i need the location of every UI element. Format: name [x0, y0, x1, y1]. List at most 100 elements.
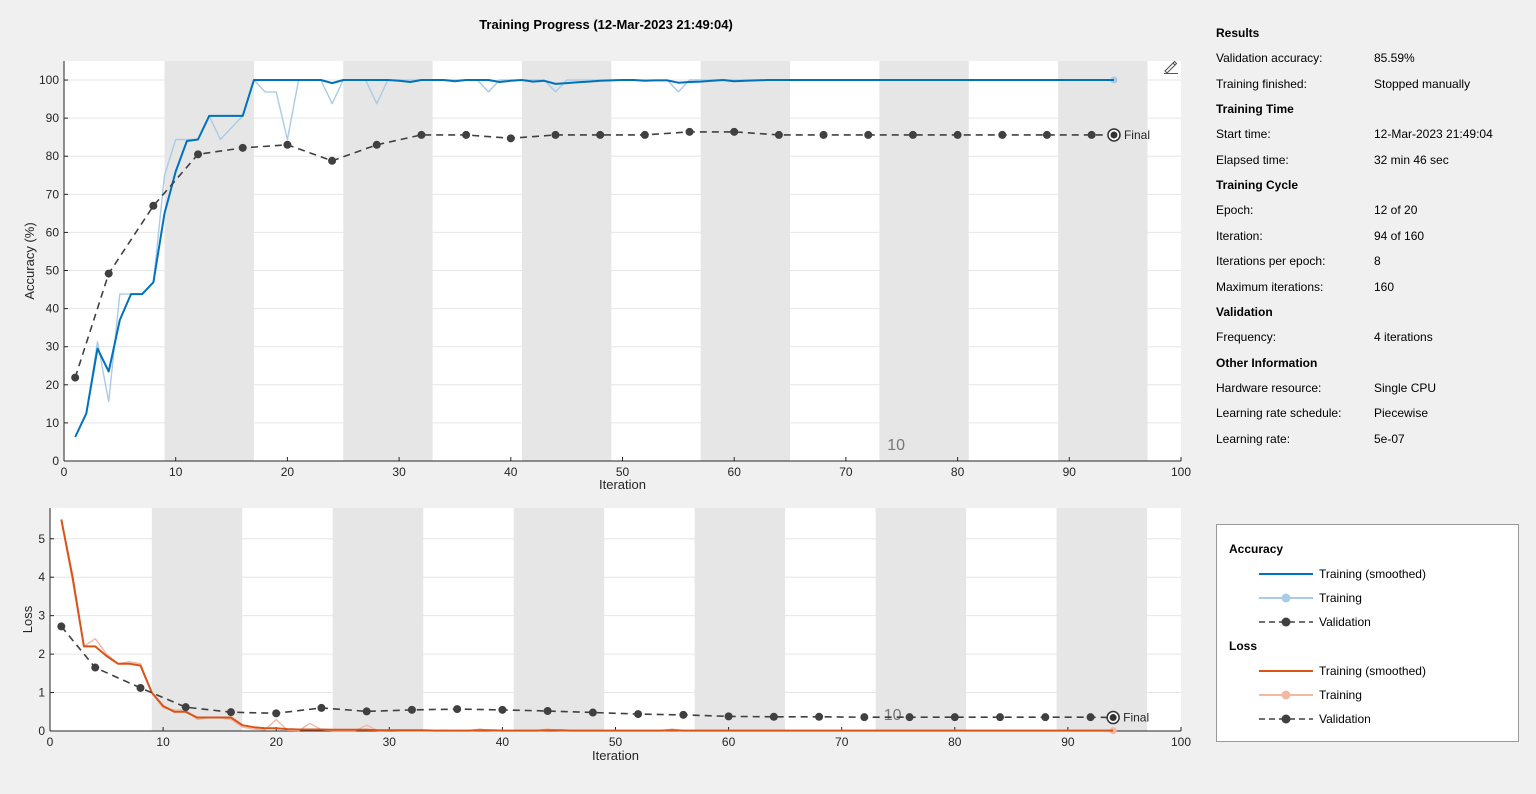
legend-item: Training (smoothed): [1257, 663, 1517, 679]
panel-row-value: 94 of 160: [1374, 228, 1425, 243]
y-tick-label: 3: [38, 609, 45, 623]
panel-row-label: Maximum iterations:: [1216, 279, 1324, 294]
panel-row-value: 12 of 20: [1374, 203, 1418, 217]
panel-row: Frequency: 4 iterations: [1216, 328, 1526, 354]
epoch-shade: [332, 508, 424, 731]
panel-row-value: Piecewise: [1374, 406, 1429, 420]
panel-section-title: Results: [1216, 26, 1260, 40]
panel-row-label: Elapsed time:: [1216, 152, 1289, 167]
validation-point: [226, 708, 235, 717]
panel-row: Epoch: 12 of 20: [1216, 201, 1526, 227]
series-line-smoothed: [60, 519, 1114, 732]
validation-point: [950, 713, 959, 722]
validation-point: [453, 705, 462, 714]
validation-point: [905, 713, 914, 722]
x-tick-label: 0: [61, 465, 68, 479]
legend-item: Training: [1257, 687, 1517, 703]
legend-label: Training: [1319, 591, 1362, 605]
panel-row: Learning rate schedule: Piecewise: [1216, 404, 1526, 430]
panel-row-label: Training finished:: [1216, 76, 1307, 91]
validation-point: [328, 156, 337, 165]
panel-row-label: Learning rate schedule:: [1216, 406, 1342, 420]
validation-point: [596, 130, 605, 139]
epoch-shade: [164, 61, 254, 461]
x-tick-label: 90: [1061, 735, 1075, 749]
x-tick-label: 100: [1171, 465, 1191, 479]
x-tick-label: 90: [1063, 465, 1077, 479]
panel-row: Training finished: Stopped manually: [1216, 75, 1526, 101]
axes-edit-icon[interactable]: [1162, 59, 1180, 75]
panel-row: Start time: 12-Mar-2023 21:49:04: [1216, 125, 1526, 151]
epoch-shade: [513, 508, 605, 731]
panel-row-value: 12-Mar-2023 21:49:04: [1374, 127, 1493, 141]
legend-swatch: [1259, 573, 1313, 575]
figure-title: Training Progress (12-Mar-2023 21:49:04): [479, 17, 733, 32]
panel-row-value: 5e-07: [1374, 431, 1405, 446]
legend-item: Training: [1257, 590, 1517, 606]
panel-row: Validation accuracy: 85.59%: [1216, 49, 1526, 75]
panel-section-title: Training Cycle: [1216, 178, 1299, 192]
panel-row-value: 160: [1374, 279, 1395, 294]
y-tick-label: 100: [39, 73, 59, 87]
x-tick-label: 10: [169, 465, 183, 479]
x-tick-label: 70: [835, 735, 849, 749]
panel-section-title: Training Time: [1216, 102, 1294, 116]
epoch-shade: [521, 61, 612, 461]
results-panel: Results Validation accuracy: 85.59% Trainin…: [1216, 24, 1526, 455]
x-tick-label: 80: [951, 465, 965, 479]
validation-point: [819, 130, 828, 139]
x-tick-label: 50: [609, 735, 623, 749]
legend-label: Training: [1319, 688, 1362, 702]
validation-point: [498, 705, 507, 714]
validation-point: [543, 707, 552, 716]
y-tick-label: 60: [46, 225, 60, 239]
training-last-point: [1109, 727, 1117, 735]
validation-point: [588, 708, 597, 717]
epoch-label: 10: [887, 437, 905, 454]
validation-point: [1042, 130, 1051, 139]
accuracy-plot: 0 10 20 30 40 50 60 70 80 90 100 0 10 20 30 40 50 60 70 80 9…: [22, 61, 1191, 492]
validation-point: [149, 201, 158, 210]
validation-point: [283, 140, 292, 149]
validation-point: [769, 712, 778, 721]
y-axis-label: Loss: [20, 605, 35, 633]
x-tick-label: 80: [948, 735, 962, 749]
validation-point: [864, 130, 873, 139]
panel-row: Learning rate: 5e-07: [1216, 430, 1526, 456]
legend-item: Validation: [1257, 711, 1517, 727]
validation-point: [551, 130, 560, 139]
panel-row-value: Stopped manually: [1374, 76, 1471, 91]
panel-row-label: Validation accuracy:: [1216, 51, 1323, 65]
epoch-shade: [700, 61, 791, 461]
panel-section-title: Validation: [1216, 305, 1273, 319]
legend: Accuracy Training (smoothed) Training Valid…: [1216, 524, 1519, 742]
epoch-shade: [1058, 61, 1148, 461]
y-tick-label: 30: [46, 340, 60, 354]
x-tick-label: 70: [839, 465, 853, 479]
y-tick-label: 1: [38, 686, 45, 700]
legend-group-title: Loss: [1229, 639, 1258, 653]
validation-point: [238, 143, 247, 152]
legend-swatch: [1259, 593, 1313, 603]
legend-group-title: Accuracy: [1229, 542, 1284, 556]
final-label: Final: [1124, 128, 1150, 142]
final-marker-dot: [1110, 131, 1118, 139]
x-tick-label: 30: [392, 465, 406, 479]
epoch-shade: [343, 61, 433, 461]
validation-point: [908, 130, 917, 139]
x-axis-label: Iteration: [599, 477, 646, 492]
y-tick-label: 50: [46, 264, 60, 278]
y-tick-label: 0: [38, 724, 45, 738]
y-axis-label: Accuracy (%): [22, 222, 37, 299]
panel-row-value: 4 iterations: [1374, 330, 1433, 344]
panel-row: Maximum iterations: 160: [1216, 278, 1526, 304]
legend-swatch: [1259, 670, 1313, 672]
series-line-smoothed: [74, 79, 1114, 438]
panel-row-value: 32 min 46 sec: [1374, 152, 1449, 167]
panel-section-title: Other Information: [1216, 355, 1318, 370]
x-tick-label: 50: [616, 465, 630, 479]
epoch-shade: [151, 508, 243, 731]
epoch-shade: [879, 61, 969, 461]
x-tick-label: 40: [496, 735, 510, 749]
